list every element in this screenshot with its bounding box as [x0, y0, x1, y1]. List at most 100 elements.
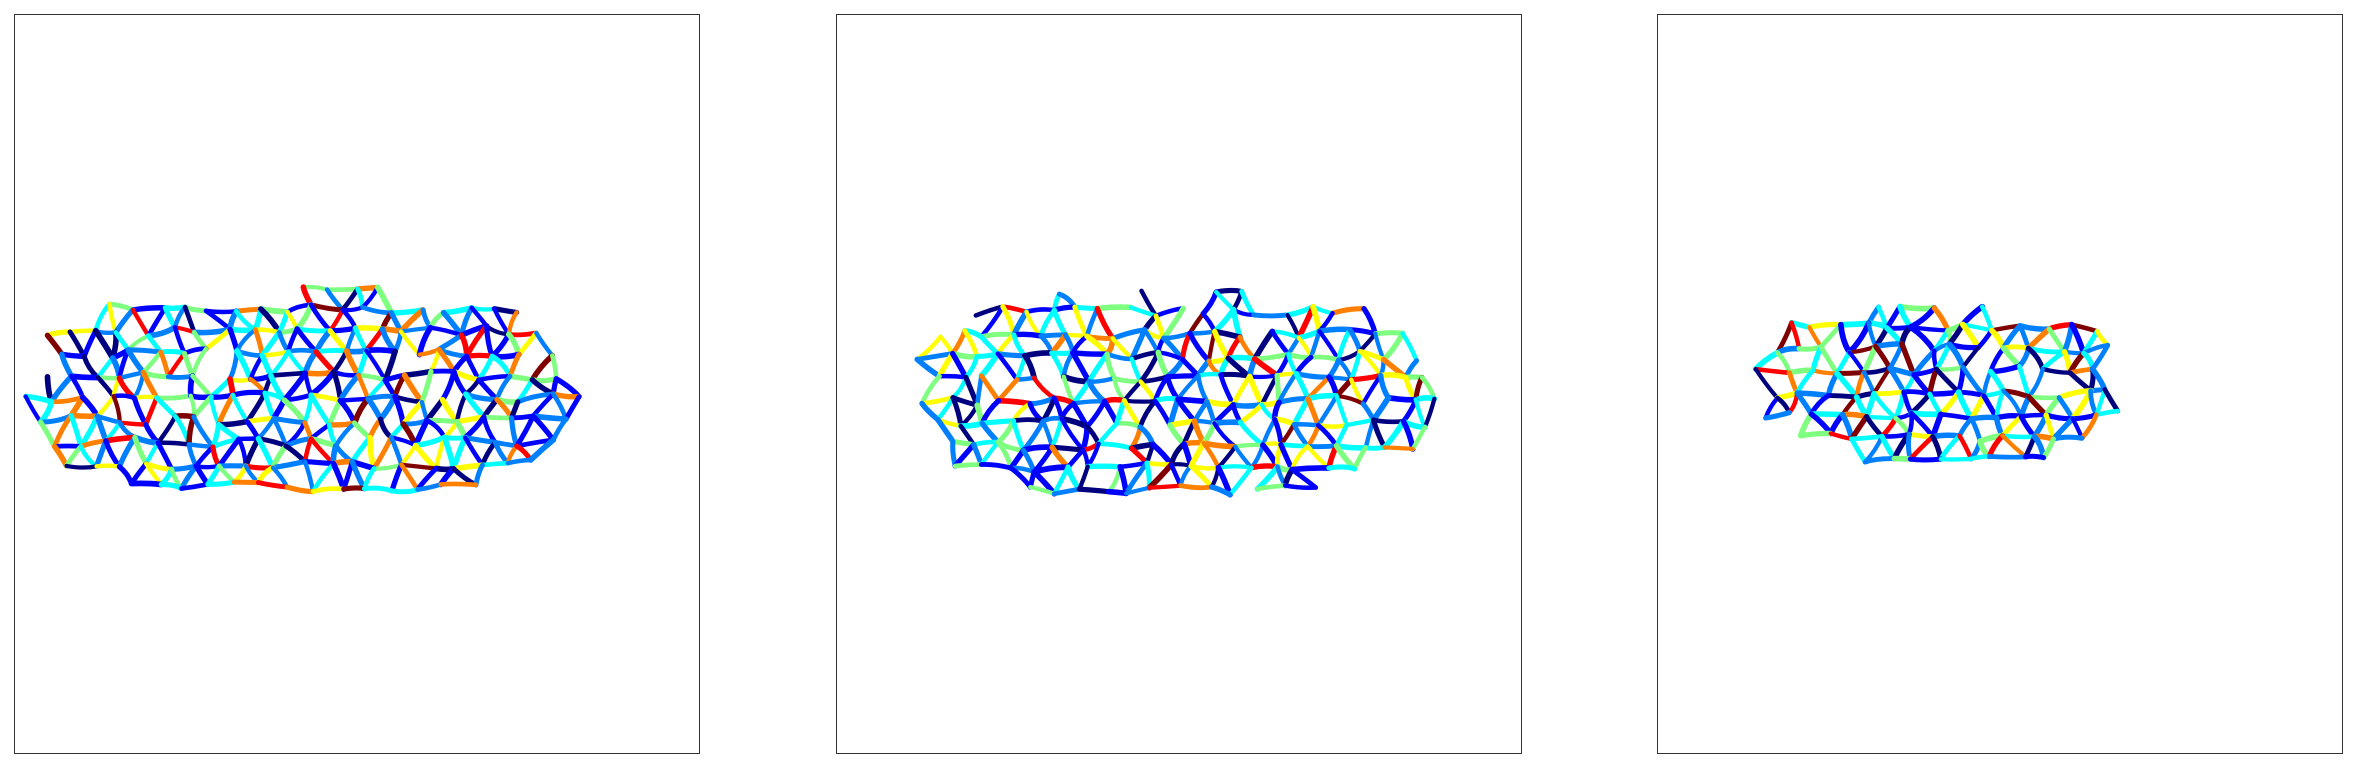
cell-network-2: [914, 287, 1438, 498]
cell-junction: [166, 351, 187, 379]
cell-junction: [1065, 464, 1083, 492]
cell-junction: [1175, 373, 1201, 402]
cell-junction: [1084, 399, 1107, 430]
cell-junction: [327, 328, 350, 354]
cell-junction: [494, 373, 513, 402]
cell-junction: [230, 392, 250, 424]
cell-junction: [227, 348, 240, 382]
cell-junction: [1927, 391, 1944, 417]
cell-junction: [979, 373, 1001, 404]
cell-junction: [996, 377, 1020, 404]
cell-junction: [1218, 372, 1236, 408]
cell-junction: [117, 370, 146, 381]
cell-junction: [44, 329, 73, 339]
cell-junction: [1864, 414, 1885, 439]
cell-junction: [1988, 327, 2007, 351]
cell-junction: [377, 416, 394, 440]
cell-junction: [963, 354, 980, 380]
cell-junction: [436, 332, 465, 353]
cell-junction: [530, 413, 557, 443]
cell-junction: [1357, 331, 1378, 354]
cell-junction: [1957, 433, 1974, 462]
cell-junction: [1969, 416, 1983, 444]
cell-junction: [1897, 303, 1938, 312]
cell-junction: [1278, 442, 1311, 449]
cell-junction: [59, 351, 87, 360]
cell-junction: [1893, 415, 1912, 437]
cell-junction: [463, 377, 481, 397]
cell-junction: [1195, 373, 1210, 404]
cell-junction: [1008, 447, 1027, 471]
cell-junction: [440, 368, 457, 403]
cell-junction: [1907, 456, 1944, 463]
cell-junction: [1070, 349, 1110, 357]
cell-junction: [1377, 372, 1409, 381]
cell-junction: [205, 479, 237, 487]
cell-junction: [1188, 440, 1207, 469]
cell-junction: [2056, 395, 2076, 422]
cell-junction: [158, 481, 185, 492]
cell-junction: [957, 420, 986, 429]
cell-junction: [340, 307, 358, 331]
cell-junction: [1164, 374, 1181, 402]
cell-junction: [1296, 335, 1314, 360]
cell-junction: [1077, 464, 1090, 492]
cell-junction: [1380, 330, 1406, 363]
cell-junction: [81, 328, 99, 360]
cell-junction: [1834, 370, 1867, 377]
cell-junction: [191, 414, 216, 450]
cell-junction: [1787, 370, 1800, 396]
cell-junction: [1282, 483, 1318, 490]
cell-junction: [1028, 484, 1057, 496]
cell-junction: [1094, 305, 1116, 342]
cell-junction: [303, 370, 314, 398]
cell-junction: [1872, 341, 1905, 350]
cell-junction: [1291, 421, 1311, 449]
cell-junction: [427, 310, 447, 331]
cell-junction: [186, 413, 197, 448]
cell-junction: [268, 370, 308, 379]
cell-junction: [38, 419, 58, 450]
cell-junction: [974, 373, 984, 408]
cell-junction: [1038, 307, 1057, 339]
cell-junction: [1818, 344, 1840, 377]
cell-junction: [995, 397, 1033, 407]
cell-junction: [1774, 345, 1802, 356]
cell-junction: [244, 419, 261, 442]
cell-junction: [255, 480, 290, 490]
cell-junction: [1129, 356, 1143, 384]
cell-junction: [300, 284, 314, 308]
panel-1: [14, 14, 700, 754]
cell-junction: [1031, 375, 1057, 401]
cell-junction: [234, 308, 258, 332]
cell-junction: [1014, 375, 1037, 382]
cell-junction: [2040, 366, 2073, 375]
cell-junction: [1838, 320, 1872, 328]
cell-junction: [68, 373, 101, 381]
cell-junction: [1152, 398, 1173, 428]
cell-junction: [1752, 349, 1781, 373]
cell-junction: [995, 351, 1020, 382]
cell-junction: [1879, 433, 1897, 462]
cell-junction: [215, 418, 251, 428]
cell-junction: [286, 349, 308, 376]
cell-junction: [1061, 350, 1076, 380]
cell-junction: [1213, 287, 1245, 295]
cell-junction: [243, 435, 262, 469]
cell-junction: [343, 348, 362, 379]
cell-junction: [190, 346, 209, 379]
cell-junction: [2018, 413, 2037, 440]
cell-junction: [68, 412, 101, 420]
cell-junction: [1864, 414, 1898, 421]
cell-junction: [326, 397, 343, 428]
cell-junction: [130, 307, 151, 339]
cell-junction: [165, 373, 196, 380]
cell-junction: [392, 328, 404, 354]
cell-junction: [2061, 321, 2075, 355]
cell-junction: [106, 301, 136, 313]
cell-junction: [1884, 304, 1903, 331]
cell-junction: [2018, 412, 2049, 419]
cell-junction: [1011, 331, 1044, 339]
cell-junction: [1051, 304, 1078, 313]
cell-junction: [340, 286, 361, 313]
